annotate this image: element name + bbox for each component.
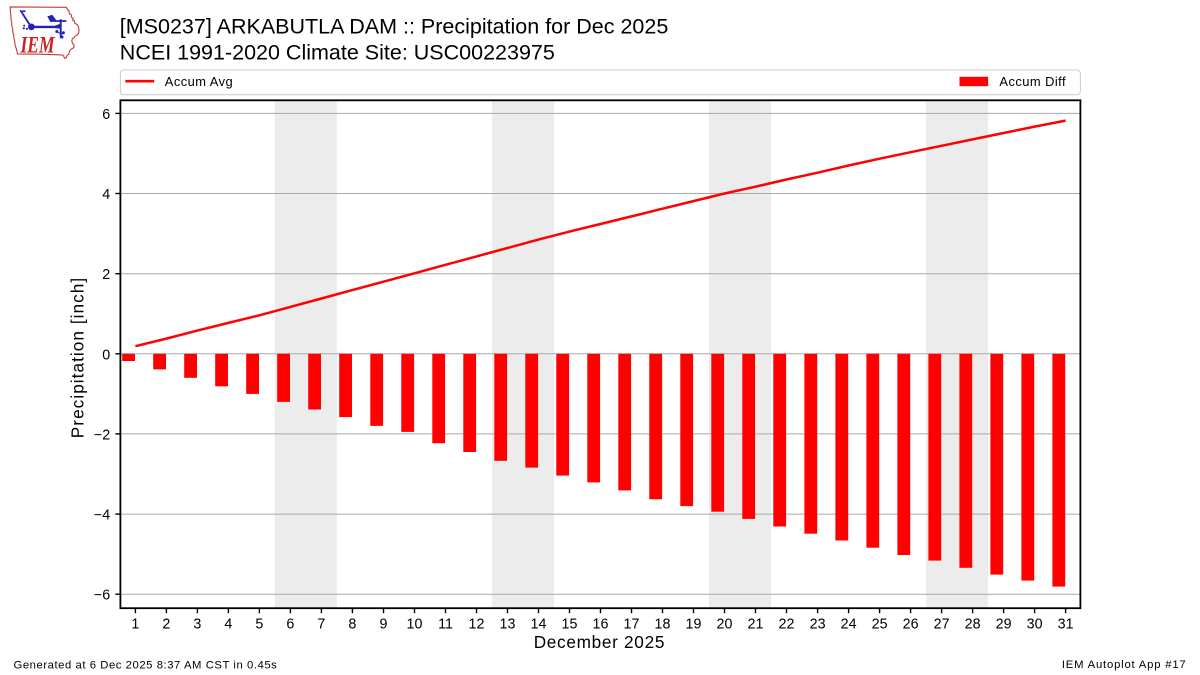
svg-text:20: 20 (717, 616, 733, 632)
svg-text:Accum Avg: Accum Avg (165, 74, 233, 89)
svg-text:2: 2 (162, 616, 170, 632)
svg-text:29: 29 (996, 616, 1012, 632)
svg-text:19: 19 (686, 616, 702, 632)
svg-text:3: 3 (193, 616, 201, 632)
svg-text:−6: −6 (94, 588, 110, 604)
svg-text:16: 16 (593, 616, 609, 632)
svg-text:18: 18 (655, 616, 671, 632)
svg-text:Generated at 6 Dec 2025 8:37 A: Generated at 6 Dec 2025 8:37 AM CST in 0… (14, 660, 278, 672)
svg-text:9: 9 (380, 616, 388, 632)
svg-text:25: 25 (872, 616, 888, 632)
svg-text:13: 13 (500, 616, 516, 632)
svg-text:−2: −2 (94, 427, 110, 443)
svg-text:17: 17 (624, 616, 640, 632)
svg-text:4: 4 (102, 187, 110, 203)
svg-text:Accum Diff: Accum Diff (999, 74, 1066, 89)
svg-text:27: 27 (934, 616, 950, 632)
svg-text:11: 11 (438, 616, 453, 632)
svg-text:5: 5 (255, 616, 263, 632)
svg-text:Precipitation [inch]: Precipitation [inch] (68, 277, 88, 438)
svg-text:10: 10 (407, 616, 423, 632)
svg-text:14: 14 (531, 616, 547, 632)
svg-text:0: 0 (102, 347, 110, 363)
svg-text:12: 12 (469, 616, 485, 632)
svg-text:[MS0237] ARKABUTLA DAM :: Prec: [MS0237] ARKABUTLA DAM :: Precipitation … (120, 15, 669, 39)
svg-text:−4: −4 (94, 508, 110, 524)
svg-text:IEM Autoplot App #17: IEM Autoplot App #17 (1062, 659, 1187, 671)
svg-text:NCEI 1991-2020 Climate Site: U: NCEI 1991-2020 Climate Site: USC00223975 (120, 41, 555, 65)
svg-text:1: 1 (131, 616, 139, 632)
svg-text:December 2025: December 2025 (534, 632, 665, 652)
svg-text:15: 15 (562, 616, 578, 632)
svg-text:30: 30 (1027, 616, 1043, 632)
svg-text:IEM: IEM (20, 32, 56, 57)
svg-text:7: 7 (317, 616, 325, 632)
svg-text:6: 6 (286, 616, 294, 632)
svg-text:26: 26 (903, 616, 919, 632)
svg-text:6: 6 (102, 107, 110, 123)
svg-text:23: 23 (810, 616, 826, 632)
svg-text:28: 28 (965, 616, 981, 632)
svg-text:24: 24 (841, 616, 857, 632)
svg-text:4: 4 (224, 616, 232, 632)
svg-text:22: 22 (779, 616, 795, 632)
svg-text:2: 2 (102, 267, 110, 283)
svg-text:8: 8 (348, 616, 356, 632)
svg-text:31: 31 (1058, 616, 1074, 632)
svg-text:21: 21 (748, 616, 764, 632)
